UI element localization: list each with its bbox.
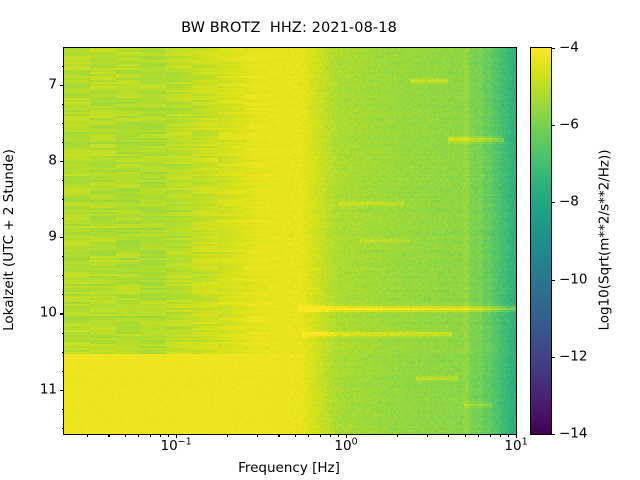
x-axis-minor-tick bbox=[499, 434, 501, 437]
colorbar-label: Log10(Sqrt(m**2/s**2/Hz)) bbox=[596, 47, 614, 433]
y-axis-minor-tick bbox=[61, 275, 64, 277]
x-axis-tick-label: 100 bbox=[334, 436, 358, 454]
y-axis-minor-tick bbox=[61, 332, 64, 334]
y-axis-minor-tick bbox=[61, 122, 64, 124]
x-axis-minor-tick bbox=[124, 434, 127, 437]
x-axis-minor-tick bbox=[489, 434, 491, 437]
x-axis-minor-tick bbox=[464, 434, 466, 437]
x-axis-minor-tick bbox=[508, 434, 510, 437]
x-axis-tick-mark bbox=[346, 434, 348, 438]
y-axis-tick-label: 11 bbox=[39, 381, 57, 397]
colorbar-axes: −4 −6 −8 −10 −12 −14 bbox=[530, 41, 588, 440]
chart-title: BW BROTZ HHZ: 2021-08-18 bbox=[181, 20, 397, 36]
x-axis-minor-tick bbox=[159, 434, 161, 437]
colorbar-tick-mark bbox=[551, 125, 555, 127]
colorbar-tick-mark bbox=[551, 202, 555, 204]
x-axis-minor-tick bbox=[257, 434, 259, 437]
y-axis-tick-mark bbox=[60, 313, 64, 315]
y-axis-label-text: Lokalzeit (UTC + 2 Stunde) bbox=[1, 149, 18, 331]
x-axis-minor-tick bbox=[149, 434, 151, 437]
y-axis-minor-tick bbox=[61, 103, 64, 105]
spectrogram-axes: 7 8 9 10 11 10−1 100 101 bbox=[40, 47, 528, 453]
y-axis-minor-tick bbox=[61, 294, 64, 296]
x-axis-tick-mark bbox=[176, 434, 178, 438]
x-axis-minor-tick bbox=[329, 434, 331, 437]
x-axis-minor-tick bbox=[478, 434, 480, 437]
y-axis-minor-tick bbox=[61, 370, 64, 372]
y-axis-tick-mark bbox=[60, 84, 64, 86]
y-axis-tick-mark bbox=[60, 237, 64, 239]
y-axis-minor-tick bbox=[61, 351, 64, 353]
colorbar-label-text: Log10(Sqrt(m**2/s**2/Hz)) bbox=[597, 149, 614, 331]
colorbar-tick-label: −10 bbox=[559, 270, 588, 287]
y-axis-minor-tick bbox=[61, 218, 64, 220]
x-axis-minor-tick bbox=[448, 434, 450, 437]
y-axis-minor-tick bbox=[61, 199, 64, 201]
colorbar-tick-label: −6 bbox=[559, 116, 579, 133]
colorbar-tick-mark bbox=[551, 356, 555, 358]
y-axis-label: Lokalzeit (UTC + 2 Stunde) bbox=[0, 47, 18, 433]
colorbar-tick-label: −14 bbox=[559, 425, 588, 442]
x-axis-minor-tick bbox=[168, 434, 170, 437]
y-axis-tick-label: 8 bbox=[48, 152, 57, 169]
x-axis-minor-tick bbox=[138, 434, 140, 437]
x-axis-minor-tick bbox=[227, 434, 229, 437]
colorbar-tick-mark bbox=[551, 48, 555, 50]
x-axis-minor-tick bbox=[397, 434, 399, 437]
colorbar-tick-mark bbox=[551, 434, 555, 436]
x-axis-tick-label: 10−1 bbox=[160, 436, 192, 454]
colorbar-tick-label: −12 bbox=[559, 348, 588, 365]
x-axis-minor-tick bbox=[87, 434, 89, 437]
y-axis-minor-tick bbox=[61, 256, 64, 258]
x-axis-minor-tick bbox=[294, 434, 296, 437]
x-axis-tick-mark bbox=[516, 434, 518, 438]
y-axis-minor-tick bbox=[61, 141, 64, 143]
y-axis-tick-mark bbox=[60, 389, 64, 391]
y-axis-tick-label: 7 bbox=[48, 75, 57, 92]
x-axis-minor-tick bbox=[319, 434, 321, 437]
x-axis-label: Frequency [Hz] bbox=[238, 460, 340, 476]
y-axis-tick-label: 9 bbox=[48, 228, 57, 245]
x-axis-minor-tick bbox=[427, 434, 429, 437]
x-axis-minor-tick bbox=[338, 434, 340, 437]
x-axis-minor-tick bbox=[278, 434, 280, 437]
colorbar-tick-mark bbox=[551, 279, 555, 281]
y-axis-minor-tick bbox=[61, 65, 64, 67]
colorbar-tick-label: −8 bbox=[559, 193, 579, 210]
x-axis-minor-tick bbox=[108, 434, 110, 437]
y-axis-tick-label: 10 bbox=[39, 304, 57, 321]
spectrogram-image bbox=[64, 48, 516, 434]
colorbar-gradient bbox=[531, 48, 551, 434]
y-axis-minor-tick bbox=[61, 427, 64, 429]
y-axis-minor-tick bbox=[61, 408, 64, 410]
y-axis-tick-mark bbox=[60, 160, 64, 162]
y-axis-minor-tick bbox=[61, 179, 64, 182]
x-axis-minor-tick bbox=[308, 434, 310, 437]
x-axis-tick-label: 101 bbox=[504, 436, 528, 454]
colorbar-tick-label: −4 bbox=[559, 39, 579, 56]
